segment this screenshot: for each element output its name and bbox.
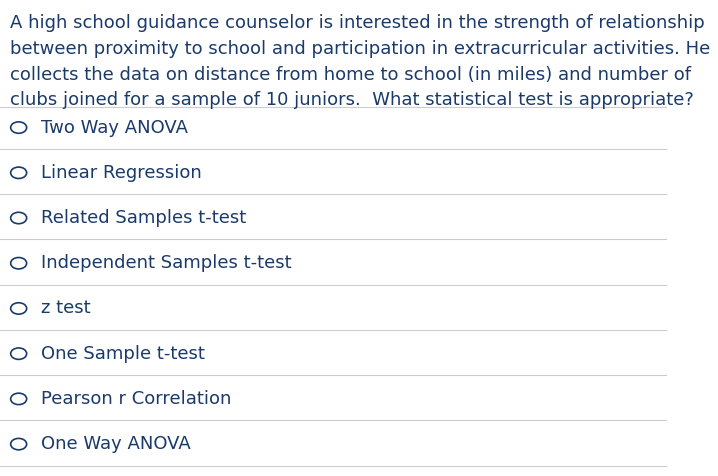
Text: Related Samples t-test: Related Samples t-test bbox=[42, 209, 246, 227]
Text: Pearson r Correlation: Pearson r Correlation bbox=[42, 390, 232, 408]
Text: A high school guidance counselor is interested in the strength of relationship b: A high school guidance counselor is inte… bbox=[10, 14, 710, 109]
Text: Independent Samples t-test: Independent Samples t-test bbox=[42, 254, 292, 272]
Text: Two Way ANOVA: Two Way ANOVA bbox=[42, 119, 188, 137]
Text: One Way ANOVA: One Way ANOVA bbox=[42, 435, 191, 453]
Text: Linear Regression: Linear Regression bbox=[42, 164, 202, 182]
Text: One Sample t-test: One Sample t-test bbox=[42, 345, 205, 363]
Text: z test: z test bbox=[42, 299, 91, 317]
